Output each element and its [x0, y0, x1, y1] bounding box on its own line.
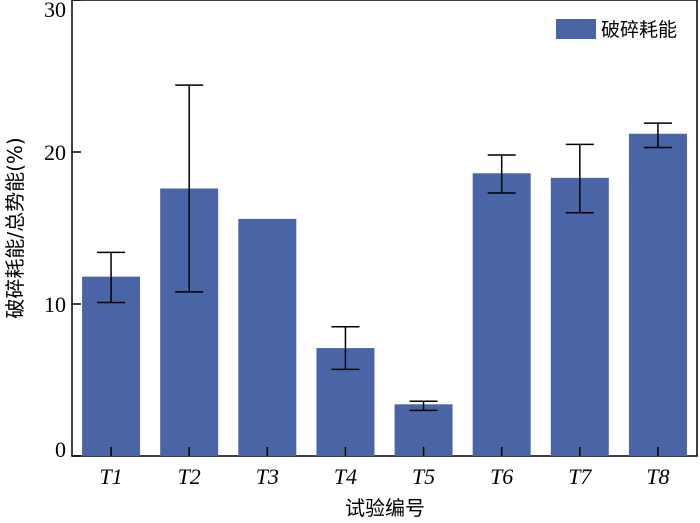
x-tick-label-T1: T1: [99, 464, 122, 489]
x-tick-label-T2: T2: [178, 464, 201, 489]
x-tick-label-T4: T4: [334, 464, 357, 489]
legend-label: 破碎耗能: [601, 19, 677, 41]
y-tick-label-20: 20: [44, 140, 66, 165]
x-tick-label-T7: T7: [568, 464, 592, 489]
y-tick-label-10: 10: [44, 292, 66, 317]
x-tick-label-T5: T5: [412, 464, 435, 489]
y-axis-ticks: 0 10 20 30: [44, 0, 81, 462]
x-tick-label-T6: T6: [490, 464, 513, 489]
x-axis-ticks: T1 T2 T3 T4 T5 T6 T7 T8: [99, 447, 670, 489]
bar-T3: [238, 218, 297, 456]
bar-T7: [550, 177, 609, 456]
bar-T8: [628, 133, 687, 456]
y-axis-title: 破碎耗能/总势能(%): [3, 137, 27, 318]
x-tick-label-T3: T3: [256, 464, 279, 489]
legend: 破碎耗能: [556, 19, 677, 41]
legend-swatch: [556, 19, 596, 39]
x-tick-label-T8: T8: [646, 464, 669, 489]
x-axis-title: 试验编号: [345, 496, 425, 520]
y-tick-label-30: 30: [44, 0, 66, 22]
error-bars-layer: [97, 84, 672, 412]
y-tick-label-0: 0: [55, 437, 66, 462]
bar-T1: [82, 276, 141, 456]
bars-layer: [82, 133, 687, 457]
bar-T6: [472, 173, 531, 456]
plot-frame: [71, 0, 698, 457]
